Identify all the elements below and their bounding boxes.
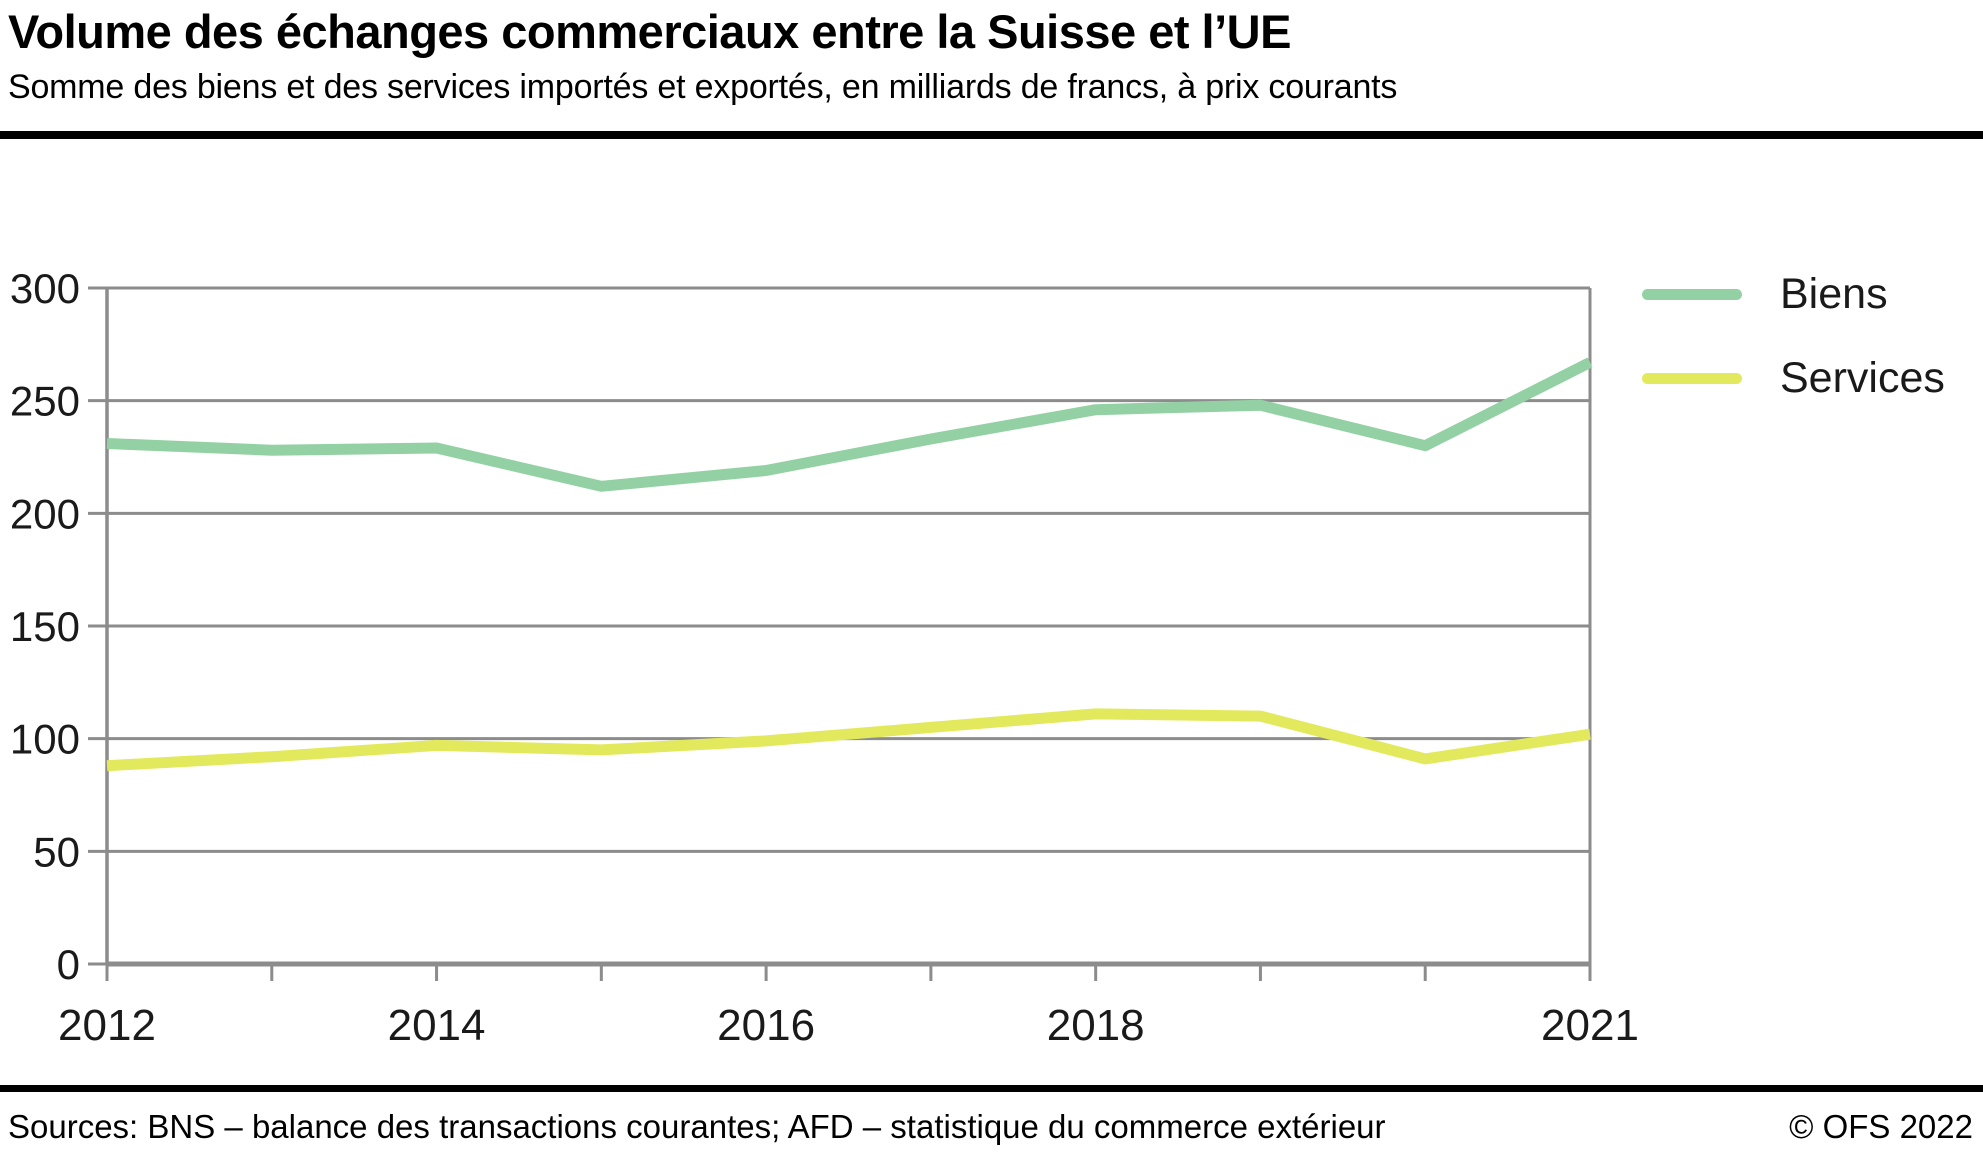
services-line-swatch <box>1642 372 1742 384</box>
y-tick-label: 0 <box>57 941 80 988</box>
page-subtitle: Somme des biens et des services importés… <box>8 68 1398 106</box>
biens-line-swatch <box>1642 288 1742 300</box>
footer-sources: Sources: BNS – balance des transactions … <box>8 1108 1386 1145</box>
legend-label-services: Services <box>1780 353 1945 402</box>
x-tick-label: 2016 <box>717 1001 815 1050</box>
y-tick-label: 200 <box>10 490 80 537</box>
legend-item-services: Services <box>1642 354 1945 402</box>
page-title: Volume des échanges commerciaux entre la… <box>8 5 1291 58</box>
header-rule <box>0 131 1983 139</box>
x-tick-label: 2014 <box>388 1001 486 1050</box>
footer-copyright: © OFS 2022 <box>1789 1108 1973 1145</box>
x-tick-label: 2021 <box>1541 1001 1639 1050</box>
y-tick-label: 300 <box>10 265 80 312</box>
y-tick-label: 250 <box>10 378 80 425</box>
x-tick-label: 2012 <box>58 1001 156 1050</box>
footer-rule <box>0 1085 1983 1092</box>
series-line-services <box>106 708 1591 772</box>
y-tick-label: 150 <box>10 603 80 650</box>
y-tick-label: 50 <box>33 828 80 875</box>
legend-item-biens: Biens <box>1642 270 1945 318</box>
legend-label-biens: Biens <box>1780 269 1888 318</box>
x-tick-label: 2018 <box>1047 1001 1145 1050</box>
y-tick-label: 100 <box>10 716 80 763</box>
series-line-biens <box>106 357 1593 492</box>
legend: Biens Services <box>1642 270 1945 402</box>
